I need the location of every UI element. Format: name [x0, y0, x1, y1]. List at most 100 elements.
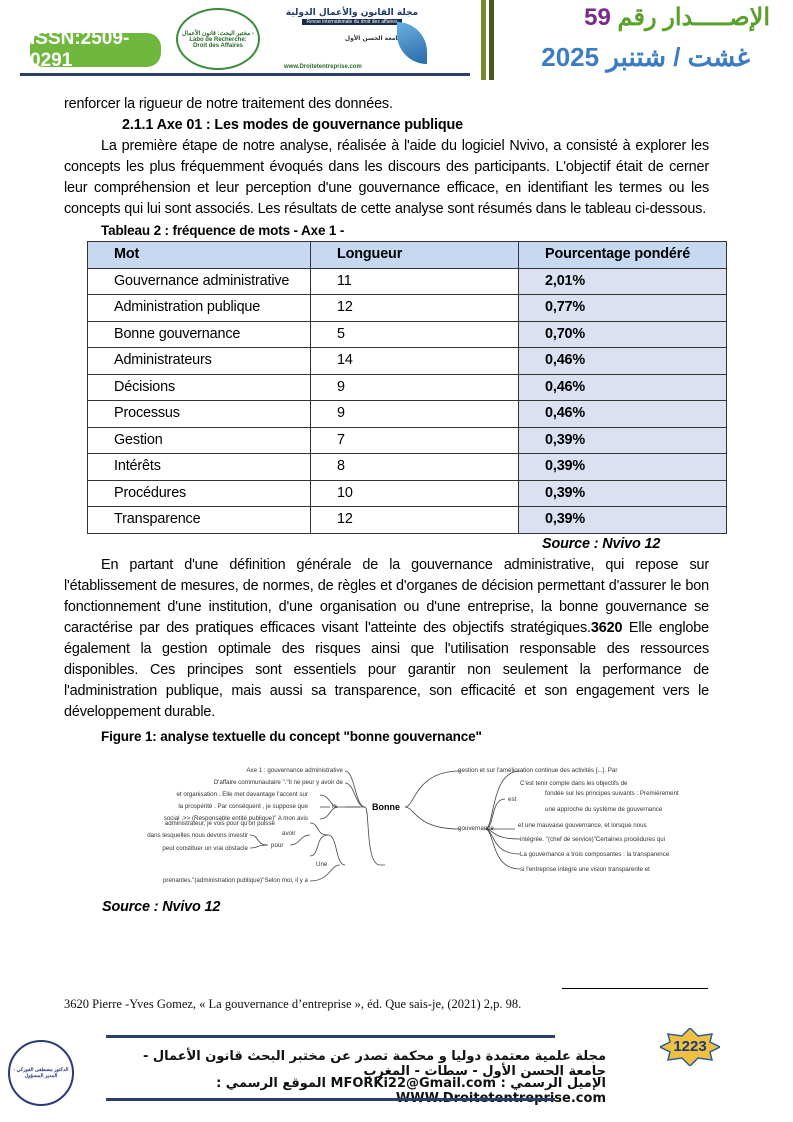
word-tree-left-phrase: la prospérité . Par conséquent , je supp… — [178, 802, 308, 810]
word-tree-node-gouvernance: gouvernance — [458, 824, 494, 832]
word-tree-node-est: est — [508, 795, 517, 803]
director-seal: الدكتور مصطفى الفوركي - المدير المسؤول — [8, 1040, 74, 1106]
cell-percentage: 0,39% — [518, 426, 727, 454]
word-tree-right-phrase: La gouvernance a trois composantes : la … — [520, 850, 670, 858]
intro-line: renforcer la rigueur de notre traitement… — [64, 96, 393, 112]
word-tree-root: Bonne — [372, 801, 400, 812]
cell-percentage: 0,39% — [518, 479, 727, 507]
cell-length: 9 — [310, 373, 519, 401]
issue-number: 59 — [584, 4, 611, 31]
cell-word: Gestion — [87, 426, 311, 454]
journal-title-fr: Revue internationale du droit des affair… — [302, 19, 402, 25]
word-tree-right-phrase: une approche du système de gouvernance — [545, 805, 663, 813]
table-row: Gouvernance administrative 11 2,01% — [87, 267, 727, 295]
star-badge-icon — [660, 1028, 720, 1066]
table-row: Processus 9 0,46% — [87, 400, 727, 428]
journal-logo: مجلة القانون والأعمال الدولية Revue inte… — [282, 8, 427, 70]
word-tree-left-phrase: prenantes."(administration publique)"Sel… — [162, 876, 308, 884]
cell-length: 12 — [310, 506, 519, 534]
column-header-word: Mot — [87, 241, 311, 269]
word-tree-left-phrase: et organisation . Elle met davantage l'a… — [176, 790, 308, 798]
university-name: جامعة الحسن الأول — [344, 35, 402, 42]
footer-divider — [106, 1098, 555, 1101]
book-leaf-icon — [397, 22, 427, 64]
word-tree-right-phrase: fondée sur les principes suivants : Prem… — [545, 789, 679, 797]
table-row: Administrateurs 14 0,46% — [87, 347, 727, 375]
footnote: 3620 Pierre -Yves Gomez, « La gouvernanc… — [64, 997, 522, 1011]
word-tree-node-avoir: avoir — [282, 829, 296, 837]
word-tree-right-phrase: intégrée. "(chef de service)"Certaines p… — [520, 835, 666, 843]
header-divider — [20, 73, 470, 76]
word-tree-right-phrase: et une mauvaise gouvernance, et lorsque … — [518, 821, 647, 829]
header-vertical-bar — [481, 0, 486, 80]
cell-length: 7 — [310, 426, 519, 454]
column-header-length: Longueur — [310, 241, 519, 269]
website-logo-text: www.Droitetentreprise.com — [284, 64, 362, 70]
table-row: Procédures 10 0,39% — [87, 479, 727, 507]
cell-length: 11 — [310, 267, 519, 295]
paragraph-2-text-cont: Elle englobe également la gestion optima… — [64, 619, 709, 720]
cell-length: 10 — [310, 479, 519, 507]
cell-percentage: 0,70% — [518, 320, 727, 348]
table-caption: Tableau 2 : fréquence de mots - Axe 1 - — [101, 223, 345, 238]
footnote-reference[interactable]: 3620 — [590, 619, 623, 636]
page-number: 1223 — [673, 1038, 707, 1055]
word-tree-right-phrase: si l'entreprise intègre une vision trans… — [520, 865, 650, 873]
lab-seal-logo: مختبر البحث: قانون الأعمال - Labo de Rec… — [176, 8, 260, 70]
footnote-divider — [562, 988, 708, 989]
cell-percentage: 0,46% — [518, 400, 727, 428]
main-content: renforcer la rigueur de notre traitement… — [64, 94, 727, 918]
cell-percentage: 2,01% — [518, 267, 727, 295]
cell-word: Gouvernance administrative — [87, 267, 311, 295]
cell-word: Décisions — [87, 373, 311, 401]
issue-label: الإصـــــدار رقم 59 — [500, 3, 770, 32]
issn-badge: ISSN:2509-0291 — [30, 28, 161, 71]
footer-divider — [106, 1035, 555, 1038]
cell-word: Intérêts — [87, 453, 311, 481]
cell-percentage: 0,46% — [518, 347, 727, 375]
cell-length: 5 — [310, 320, 519, 348]
word-tree-left-phrase: dans lesquelles nous devons investir — [147, 831, 248, 839]
paragraph-1: La première étape de notre analyse, réal… — [64, 138, 709, 217]
word-tree-right-phrase: gestion et sur l'amélioration continue d… — [458, 766, 618, 774]
column-header-weighted-percentage: Pourcentage pondéré — [518, 241, 727, 269]
word-tree-node-une: Une — [316, 860, 328, 868]
lab-seal-text: مختبر البحث: قانون الأعمال - Labo de Rec… — [182, 30, 254, 49]
word-tree-left-phrase: Axe 1 : gouvernance administrative — [246, 766, 343, 774]
word-tree-left-phrase: administrateur, je vois pour qu'on puiss… — [164, 819, 275, 827]
word-tree-left-phrase: D'affaire communautaire "."Il ne peur y … — [213, 778, 343, 786]
cell-percentage: 0,77% — [518, 294, 727, 322]
word-tree-branches — [249, 770, 521, 881]
cell-word: Bonne gouvernance — [87, 320, 311, 348]
cell-length: 12 — [310, 294, 519, 322]
table-row: Gestion 7 0,39% — [87, 426, 727, 454]
paragraph-2: En partant d'une définition générale de … — [64, 555, 709, 723]
cell-word: Administration publique — [87, 294, 311, 322]
cell-percentage: 0,39% — [518, 506, 727, 534]
table-row: Intérêts 8 0,39% — [87, 453, 727, 481]
figure-source: Source : Nvivo 12 — [102, 898, 221, 915]
figure-caption: Figure 1: analyse textuelle du concept "… — [101, 728, 482, 744]
section-heading: 2.1.1 Axe 01 : Les modes de gouvernance … — [122, 117, 463, 133]
cell-word: Transparence — [87, 506, 311, 534]
word-frequency-table: Mot Longueur Pourcentage pondéré Gouvern… — [87, 241, 727, 534]
table-row: Transparence 12 0,39% — [87, 506, 727, 534]
cell-percentage: 0,39% — [518, 453, 727, 481]
footer-line-1: مجلة علمية معتمدة دوليا و محكمة تصدر عن … — [142, 1049, 606, 1079]
journal-title-ar: مجلة القانون والأعمال الدولية — [285, 8, 419, 18]
word-tree-figure: Axe 1 : gouvernance administrative D'aff… — [147, 759, 720, 887]
issue-text: الإصـــــدار رقم — [617, 4, 770, 31]
table-header-row: Mot Longueur Pourcentage pondéré — [87, 241, 727, 269]
word-tree-left-phrase: social .>> (Responsable entité publique)… — [163, 814, 308, 822]
cell-word: Procédures — [87, 479, 311, 507]
cell-length: 9 — [310, 400, 519, 428]
issue-date: غشت / شتنبر 2025 — [541, 42, 750, 72]
word-tree-node-pour: pour — [271, 841, 284, 849]
table-row: Décisions 9 0,46% — [87, 373, 727, 401]
header-vertical-bar — [489, 0, 494, 80]
cell-percentage: 0,46% — [518, 373, 727, 401]
cell-length: 14 — [310, 347, 519, 375]
paragraph-2-text: En partant d'une définition générale de … — [64, 556, 709, 636]
cell-word: Administrateurs — [87, 347, 311, 375]
word-tree-left-phrase: peut constituer un vrai obstacle — [162, 844, 248, 852]
